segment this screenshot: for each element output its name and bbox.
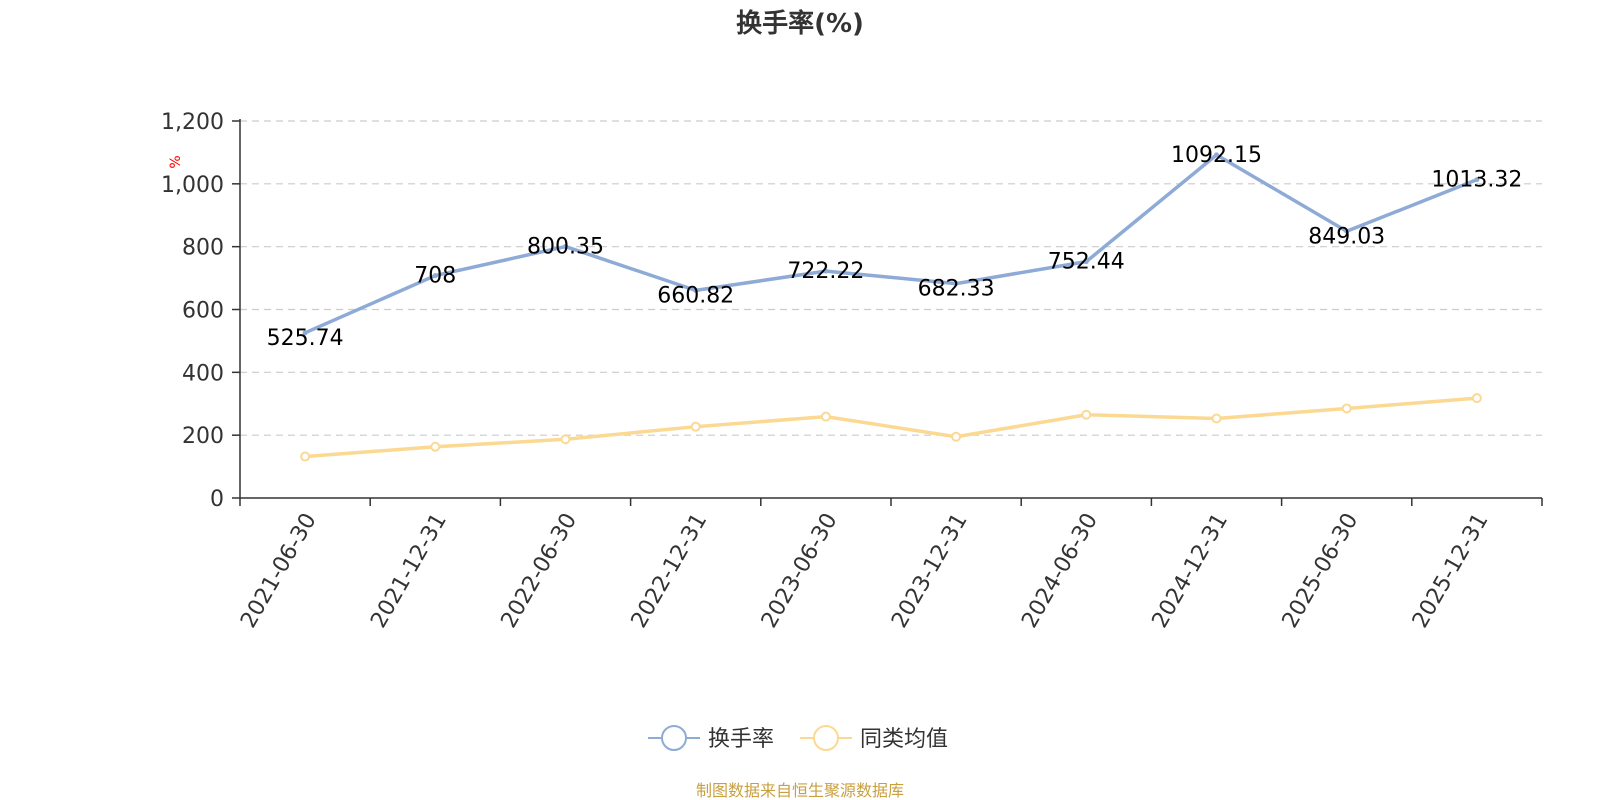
series-point-0 xyxy=(953,281,959,287)
chart-title: 换手率(%) xyxy=(736,8,864,39)
series-lines xyxy=(300,152,1482,462)
source-note: 制图数据来自恒生聚源数据库 xyxy=(696,781,904,800)
series-point-1 xyxy=(1081,409,1092,420)
x-tick-label: 2025-06-30 xyxy=(1278,509,1364,632)
x-tick-label: 2022-06-30 xyxy=(497,509,583,632)
data-label: 708 xyxy=(414,264,456,289)
series-point-1 xyxy=(430,441,441,452)
data-label: 1013.32 xyxy=(1431,168,1522,193)
series-point-0 xyxy=(432,273,438,279)
series-point-0 xyxy=(823,268,829,274)
y-axis-unit-label: % xyxy=(168,155,184,168)
series-point-0 xyxy=(302,330,308,336)
series-point-0 xyxy=(1214,152,1219,158)
data-label: 660.82 xyxy=(657,283,734,308)
legend[interactable]: 换手率 同类均值 xyxy=(648,725,948,752)
series-point-1 xyxy=(820,411,831,422)
x-axis: 2021-06-30 2021-12-31 2022-06-30 2022-12-31… xyxy=(236,497,1543,632)
y-tick-label: 200 xyxy=(182,424,224,449)
series-point-0 xyxy=(1344,228,1350,234)
data-label: 525.74 xyxy=(267,326,344,351)
data-labels: 525.74 708 800.35 660.82 722.22 682.33 752.44 1… xyxy=(267,143,1523,351)
series-point-1 xyxy=(1471,393,1482,404)
x-tick-label: 2022-12-31 xyxy=(627,509,713,632)
y-tick-label: 1,000 xyxy=(161,173,224,198)
series-line-0 xyxy=(304,153,1478,335)
legend-swatch-marker xyxy=(661,725,687,751)
data-label: 682.33 xyxy=(918,277,995,302)
y-tick-label: 600 xyxy=(182,299,224,324)
x-tick-label: 2021-12-31 xyxy=(366,509,452,632)
y-tick-label: 800 xyxy=(182,236,224,261)
series-line-1 xyxy=(304,396,1478,459)
series-point-1 xyxy=(1341,403,1352,414)
x-tick-label: 2024-06-30 xyxy=(1017,509,1103,632)
series-point-1 xyxy=(1211,413,1222,424)
x-tick-label: 2023-06-30 xyxy=(757,509,843,632)
series-point-0 xyxy=(693,287,699,293)
legend-label: 换手率 xyxy=(708,727,774,752)
series-point-0 xyxy=(563,244,568,250)
y-tick-label: 400 xyxy=(182,361,224,386)
series-point-1 xyxy=(300,451,311,462)
data-label: 849.03 xyxy=(1308,224,1385,249)
series-point-1 xyxy=(560,434,571,445)
series-point-0 xyxy=(1474,177,1480,183)
series-point-0 xyxy=(1083,259,1089,265)
data-label: 722.22 xyxy=(787,259,864,284)
y-axis: 0 200 400 600 800 1,000 1,200 xyxy=(161,110,241,512)
x-tick-label: 2021-06-30 xyxy=(236,509,322,632)
grid-lines xyxy=(240,120,1542,436)
data-label: 752.44 xyxy=(1048,250,1125,275)
data-label: 1092.15 xyxy=(1171,143,1262,168)
x-tick-label: 2023-12-31 xyxy=(887,509,973,632)
series-point-1 xyxy=(951,431,962,442)
legend-swatch-marker xyxy=(813,725,839,751)
x-tick-label: 2024-12-31 xyxy=(1148,509,1234,632)
legend-label: 同类均值 xyxy=(860,727,948,752)
x-tick-label: 2025-12-31 xyxy=(1408,509,1494,632)
data-label: 800.35 xyxy=(527,235,604,260)
series-point-1 xyxy=(690,421,701,432)
y-tick-label: 1,200 xyxy=(161,110,224,135)
y-tick-label: 0 xyxy=(210,487,224,512)
